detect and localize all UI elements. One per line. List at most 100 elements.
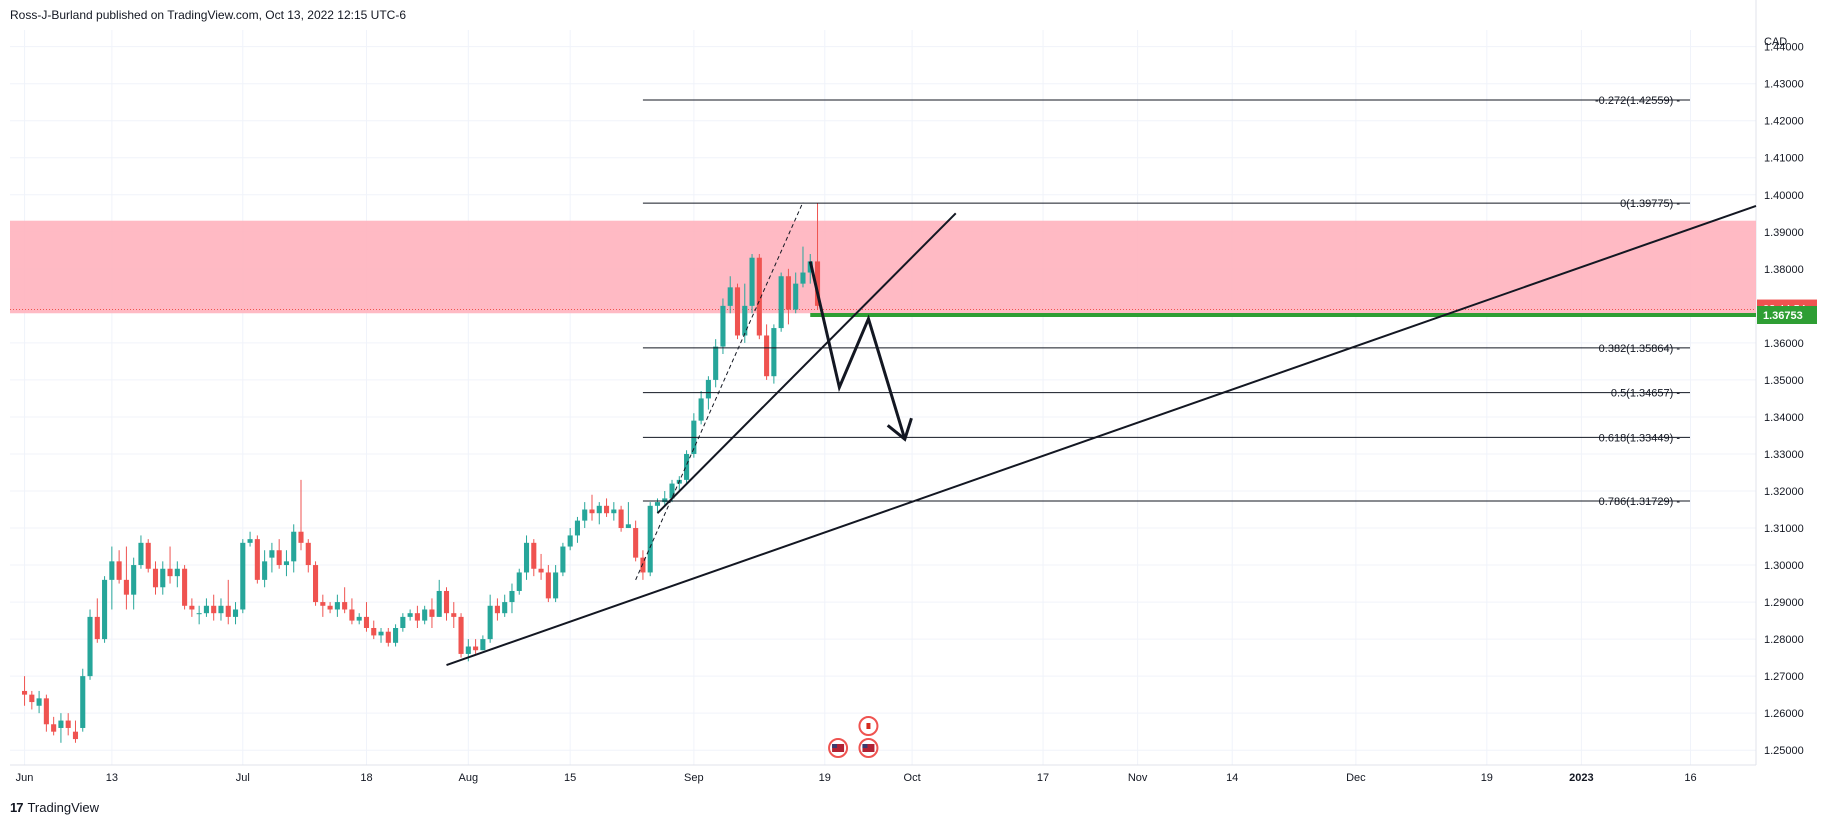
x-tick-label: 2023 — [1569, 772, 1593, 784]
candle-body — [633, 528, 639, 558]
trendline — [656, 212, 957, 514]
candle-body — [36, 698, 42, 706]
candle-body — [553, 572, 559, 599]
trendlines — [446, 201, 1757, 666]
candle-body — [531, 542, 537, 569]
y-tick-label: 1.36000 — [1764, 338, 1804, 350]
candle-body — [138, 542, 144, 566]
candle-body — [371, 627, 377, 636]
candle-body — [727, 287, 733, 306]
candle-body — [72, 731, 79, 740]
fib-level-label: 0.382(1.35864) - — [1599, 343, 1681, 355]
candle-body — [240, 542, 246, 610]
tradingview-logo-icon: 17 — [10, 800, 24, 815]
candle-body — [116, 561, 122, 580]
candle-body — [363, 616, 370, 628]
candle-body — [327, 605, 333, 610]
candle-body — [560, 546, 566, 573]
us-flag-icon[interactable] — [858, 738, 879, 758]
candle-body — [269, 550, 275, 558]
candle-body — [167, 568, 173, 577]
candle-body — [320, 602, 326, 606]
candle-body — [422, 609, 428, 621]
x-tick-label: 13 — [106, 772, 118, 784]
candle-body — [232, 609, 239, 617]
ca-flag-icon[interactable] — [858, 716, 879, 736]
candle-body — [793, 283, 799, 310]
candle-body — [756, 257, 762, 336]
candle-body — [640, 557, 646, 573]
candle-body — [814, 261, 821, 306]
candle-body — [393, 627, 399, 643]
candle-body — [458, 616, 464, 654]
y-tick-label: 1.32000 — [1764, 486, 1804, 498]
candle-body — [298, 531, 304, 543]
candle-body — [174, 568, 180, 577]
fibonacci-levels: -0.272(1.42559) - 0(1.39775) - 0.382(1.358… — [642, 95, 1756, 508]
candle-body — [596, 505, 602, 514]
x-tick-label: 14 — [1226, 772, 1238, 784]
candle-body — [342, 602, 348, 610]
y-tick-label: 1.40000 — [1764, 190, 1804, 202]
candle-body — [305, 542, 311, 566]
candle-body — [742, 305, 748, 336]
tradingview-logo-text: TradingView — [27, 800, 100, 815]
tradingview-logo[interactable]: 17 TradingView — [10, 800, 99, 815]
resistance-zone — [10, 220, 1756, 314]
fib-anchor-line — [635, 201, 804, 581]
y-tick-label: 1.33000 — [1764, 449, 1804, 461]
candle-body — [705, 379, 711, 399]
us-flag-icon[interactable] — [828, 738, 849, 758]
candle-body — [131, 565, 137, 595]
y-tick-label: 1.34000 — [1764, 412, 1804, 424]
candle-body — [647, 505, 653, 573]
projection-path — [808, 261, 907, 440]
candle-body — [443, 590, 450, 614]
fib-level-label: 0.786(1.31729) - — [1599, 496, 1681, 508]
candle-body — [51, 724, 57, 732]
x-tick-label: 16 — [1684, 772, 1696, 784]
currency-label: CAD — [1764, 36, 1787, 48]
candle-body — [749, 257, 755, 306]
projection-arrowhead — [886, 417, 913, 442]
candle-body — [800, 272, 806, 284]
fib-level-label: 0(1.39775) - — [1620, 198, 1680, 210]
candle-body — [385, 631, 391, 643]
y-tick-label: 1.27000 — [1764, 671, 1804, 683]
price-axis: 1.25000 1.26000 1.27000 1.28000 1.29000 1.300… — [1757, 42, 1817, 757]
fib-level-label: -0.272(1.42559) - — [1595, 95, 1680, 107]
x-tick-label: Oct — [904, 772, 921, 784]
x-tick-label: 19 — [819, 772, 831, 784]
candle-body — [87, 616, 93, 677]
candle-body — [502, 602, 508, 614]
y-tick-label: 1.41000 — [1764, 153, 1804, 165]
candle-body — [720, 305, 726, 347]
candle-body — [182, 568, 188, 606]
candle-body — [203, 605, 209, 614]
candle-body — [545, 572, 551, 599]
candle-body — [109, 561, 115, 580]
candle-body — [145, 542, 151, 569]
candle-body — [65, 720, 71, 728]
x-tick-label: 19 — [1481, 772, 1493, 784]
candle-body — [582, 509, 588, 521]
x-tick-label: Aug — [459, 772, 479, 784]
candle-body — [22, 690, 28, 695]
candle-body — [734, 287, 741, 336]
candle-body — [625, 524, 631, 529]
economic-events — [828, 716, 879, 758]
candle-body — [94, 616, 100, 640]
candle-body — [211, 605, 217, 614]
x-tick-label: Sep — [684, 772, 704, 784]
x-tick-label: 18 — [360, 772, 372, 784]
candle-body — [589, 509, 595, 514]
x-tick-label: Dec — [1346, 772, 1366, 784]
candle-body — [276, 550, 282, 566]
candle-body — [313, 565, 319, 603]
candle-body — [785, 276, 791, 310]
support-price-label: 1.36753 — [1763, 310, 1803, 322]
candle-body — [218, 605, 224, 614]
candle-body — [713, 346, 719, 380]
y-tick-label: 1.42000 — [1764, 116, 1804, 128]
